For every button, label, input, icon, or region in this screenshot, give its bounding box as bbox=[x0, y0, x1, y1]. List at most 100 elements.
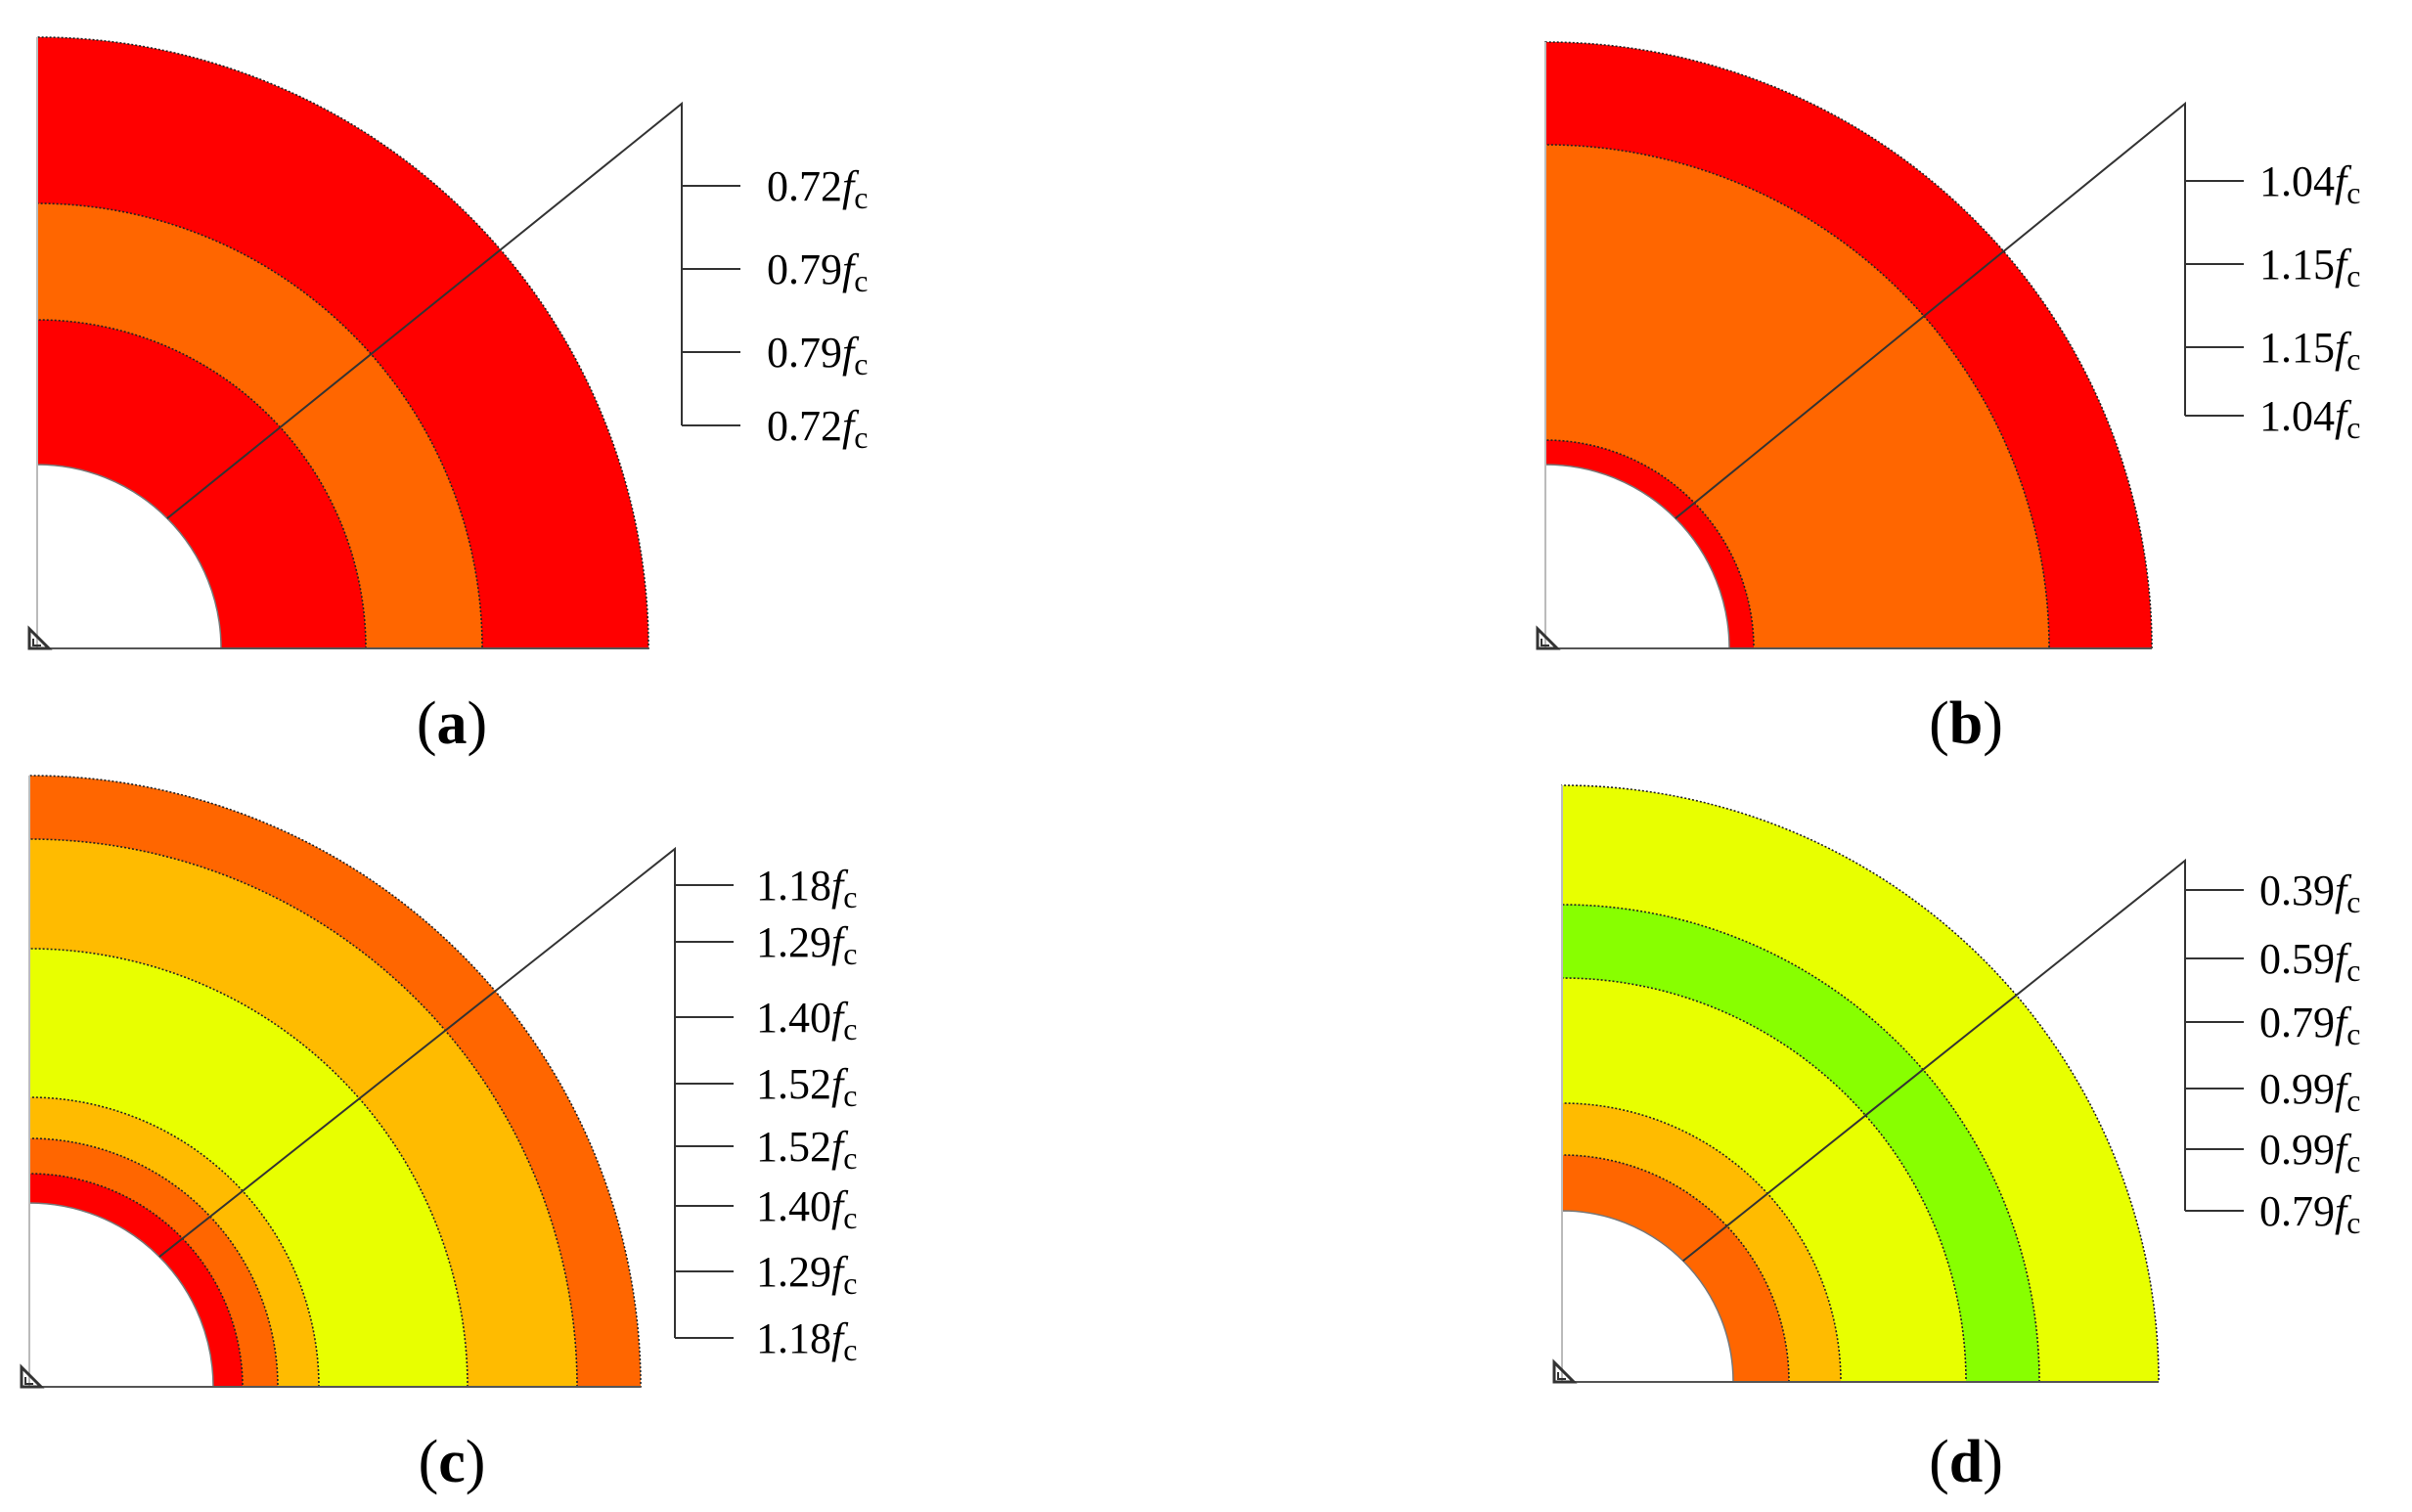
stress-unit-sub: c bbox=[843, 1266, 857, 1301]
stress-value: 1.29 bbox=[756, 1248, 831, 1296]
stress-unit-sub: c bbox=[854, 263, 868, 298]
stress-label: 1.18fc bbox=[756, 1314, 857, 1367]
stress-unit-sub: c bbox=[2346, 1016, 2360, 1051]
stress-label: 0.72fc bbox=[767, 402, 868, 455]
stress-label: 0.72fc bbox=[767, 162, 868, 215]
caption-letter: c bbox=[438, 1429, 466, 1495]
stress-value: 1.15 bbox=[2259, 241, 2335, 289]
stress-value: 0.99 bbox=[2259, 1065, 2335, 1113]
panel-caption: (a) bbox=[417, 690, 487, 757]
origin-triad-inner bbox=[1541, 639, 1549, 646]
caption-paren-open: ( bbox=[1929, 690, 1949, 757]
stress-label: 0.79fc bbox=[767, 329, 868, 381]
panel-caption: (c) bbox=[419, 1429, 486, 1495]
caption-paren-close: ) bbox=[1983, 690, 2003, 757]
stress-label: 0.99fc bbox=[2259, 1126, 2360, 1178]
caption-paren-close: ) bbox=[468, 690, 488, 757]
leader-line bbox=[158, 846, 676, 1338]
stress-unit-sub: c bbox=[2346, 884, 2360, 919]
stress-unit-sub: c bbox=[2346, 410, 2360, 445]
stress-unit-sub: c bbox=[843, 1332, 857, 1367]
stress-label: 1.29fc bbox=[756, 918, 857, 971]
stress-label: 0.79fc bbox=[767, 245, 868, 298]
stress-unit-sub: c bbox=[843, 879, 857, 914]
stress-label: 1.15fc bbox=[2259, 241, 2360, 293]
leader-line bbox=[166, 101, 683, 519]
stress-label: 1.52fc bbox=[756, 1123, 857, 1176]
stress-label: 0.79fc bbox=[2259, 1187, 2360, 1240]
panel-caption: (b) bbox=[1929, 690, 2003, 757]
stress-value: 0.39 bbox=[2259, 867, 2335, 914]
stress-value: 1.04 bbox=[2259, 157, 2335, 205]
panel-d: 0.39fc 0.59fc 0.79fc 0.99fc 0.99fc 0.79fc (d) bbox=[1552, 784, 2360, 1495]
stress-unit-sub: c bbox=[843, 936, 857, 971]
hollow-core bbox=[1561, 1210, 1734, 1383]
stress-value: 1.15 bbox=[2259, 324, 2335, 372]
leader-line bbox=[1675, 101, 2186, 519]
stress-label: 1.18fc bbox=[756, 862, 857, 914]
stress-unit-sub: c bbox=[843, 1011, 857, 1046]
stress-value: 1.18 bbox=[756, 862, 831, 910]
stress-value: 0.99 bbox=[2259, 1126, 2335, 1174]
stress-unit-sub: c bbox=[2346, 1143, 2360, 1178]
origin-triad-icon bbox=[1536, 625, 1561, 650]
stress-label: 0.39fc bbox=[2259, 867, 2360, 919]
stress-unit-sub: c bbox=[854, 180, 868, 215]
origin-triad-inner bbox=[24, 1377, 33, 1385]
origin-triad-icon bbox=[27, 625, 53, 650]
stress-value: 0.79 bbox=[2259, 999, 2335, 1046]
panel-caption: (d) bbox=[1929, 1429, 2003, 1495]
stress-unit-sub: c bbox=[2346, 175, 2360, 210]
stress-unit-sub: c bbox=[854, 420, 868, 455]
panel-a: 0.72fc 0.79fc 0.79fc 0.72fc (a) bbox=[27, 36, 868, 757]
origin-triad-inner bbox=[32, 639, 41, 646]
stress-label: 1.40fc bbox=[756, 994, 857, 1046]
stress-value: 0.79 bbox=[2259, 1187, 2335, 1235]
stress-unit-sub: c bbox=[854, 346, 868, 381]
caption-letter: a bbox=[437, 690, 468, 757]
stress-label: 0.79fc bbox=[2259, 999, 2360, 1051]
panel-c: 1.18fc1.29fc1.40fc1.52fc1.52fc1.40fc1.29… bbox=[20, 775, 857, 1495]
origin-triad-icon bbox=[20, 1363, 45, 1389]
stress-label: 1.29fc bbox=[756, 1248, 857, 1301]
stress-label: 0.59fc bbox=[2259, 935, 2360, 988]
stress-value: 1.40 bbox=[756, 1182, 831, 1230]
stress-value: 0.72 bbox=[767, 162, 842, 210]
stress-unit-sub: c bbox=[2346, 953, 2360, 988]
stress-unit-sub: c bbox=[843, 1140, 857, 1176]
stress-value: 1.04 bbox=[2259, 392, 2335, 440]
stress-value: 1.52 bbox=[756, 1123, 831, 1171]
leader-line bbox=[1682, 858, 2186, 1263]
stress-label: 1.40fc bbox=[756, 1182, 857, 1235]
stress-value: 1.18 bbox=[756, 1314, 831, 1362]
stress-label: 1.15fc bbox=[2259, 324, 2360, 377]
stress-label: 1.04fc bbox=[2259, 157, 2360, 210]
caption-paren-close: ) bbox=[1983, 1429, 2003, 1495]
stress-unit-sub: c bbox=[2346, 341, 2360, 377]
panel-b: 1.04fc 1.15fc 1.15fc 1.04fc (b) bbox=[1536, 41, 2360, 757]
caption-letter: b bbox=[1949, 690, 1983, 757]
caption-paren-open: ( bbox=[419, 1429, 439, 1495]
origin-triad-inner bbox=[1557, 1372, 1566, 1380]
stress-value: 0.72 bbox=[767, 402, 842, 450]
stress-value: 1.29 bbox=[756, 918, 831, 966]
caption-paren-close: ) bbox=[466, 1429, 486, 1495]
caption-paren-open: ( bbox=[417, 690, 437, 757]
origin-triad-icon bbox=[1552, 1358, 1578, 1384]
stress-value: 1.40 bbox=[756, 994, 831, 1042]
caption-letter: d bbox=[1949, 1429, 1983, 1495]
caption-paren-open: ( bbox=[1929, 1429, 1949, 1495]
stress-label: 0.99fc bbox=[2259, 1065, 2360, 1118]
stress-value: 0.59 bbox=[2259, 935, 2335, 983]
stress-unit-sub: c bbox=[843, 1078, 857, 1113]
stress-unit-sub: c bbox=[2346, 1205, 2360, 1240]
stress-label: 1.52fc bbox=[756, 1060, 857, 1113]
stress-label: 1.04fc bbox=[2259, 392, 2360, 445]
stress-unit-sub: c bbox=[843, 1200, 857, 1235]
stress-value: 0.79 bbox=[767, 329, 842, 377]
stress-value: 1.52 bbox=[756, 1060, 831, 1108]
stress-unit-sub: c bbox=[2346, 1083, 2360, 1118]
stress-value: 0.79 bbox=[767, 245, 842, 293]
stress-unit-sub: c bbox=[2346, 258, 2360, 293]
